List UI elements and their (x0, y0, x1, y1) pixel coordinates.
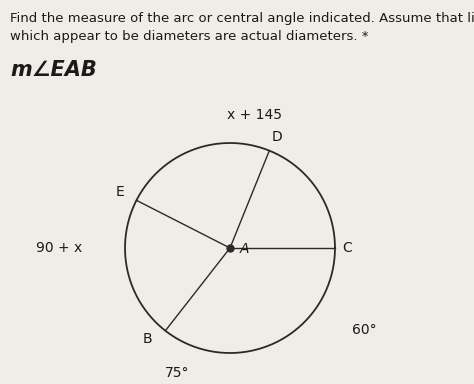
Text: 60°: 60° (352, 323, 377, 337)
Text: B: B (143, 332, 152, 346)
Text: E: E (116, 185, 125, 199)
Text: D: D (272, 130, 283, 144)
Text: 75°: 75° (165, 366, 189, 380)
Text: which appear to be diameters are actual diameters. *: which appear to be diameters are actual … (10, 30, 368, 43)
Text: Find the measure of the arc or central angle indicated. Assume that lines: Find the measure of the arc or central a… (10, 12, 474, 25)
Text: m∠EAB: m∠EAB (10, 60, 97, 80)
Text: C: C (342, 241, 352, 255)
Text: x + 145: x + 145 (228, 108, 283, 122)
Text: A: A (240, 242, 249, 256)
Text: 90 + x: 90 + x (36, 241, 82, 255)
